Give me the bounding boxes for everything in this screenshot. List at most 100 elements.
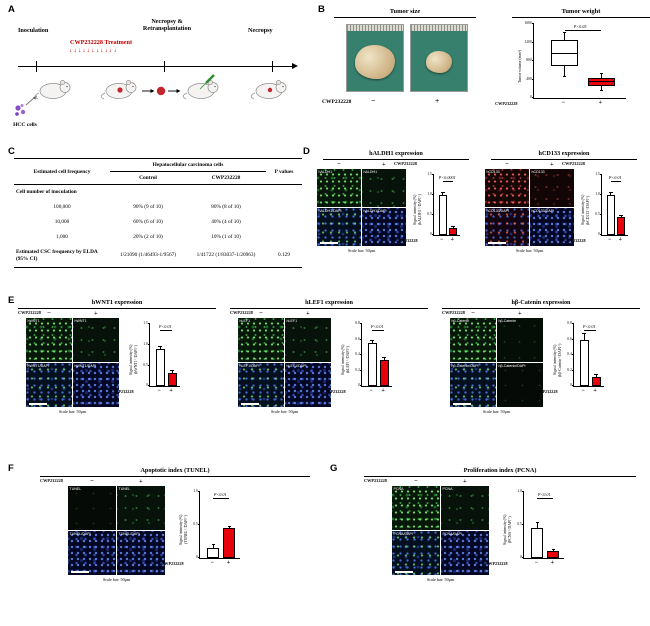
micro-tile: PCNA/DAPI (392, 531, 440, 575)
cwp-label: CWP232228 (364, 478, 387, 483)
significance-bracket (564, 30, 602, 31)
y-tick-label: 0.4 (355, 352, 360, 357)
minus-label: − (259, 310, 263, 317)
tunel-subpanel: Apoptotic index (TUNEL) CWP232228 − + TU… (40, 467, 310, 582)
significance-bracket (213, 498, 230, 499)
tile-label: hALDH1/DAPI (363, 209, 387, 213)
plot-area: 0 0.5 1.0 1.5 P<0.0001 (427, 173, 461, 236)
bar-treated (379, 360, 389, 386)
minus-label: − (371, 96, 376, 105)
wnt1-bar-chart: Signal intensity (%) (hWNT1⁺/DAPI⁺) 0 0.5 1.… (111, 321, 181, 399)
median-line (550, 53, 579, 55)
panel-label-g: G (330, 463, 338, 474)
x-category-label: − (157, 387, 161, 394)
panel-a-illustration (15, 74, 287, 116)
box-control (550, 40, 579, 66)
micro-tile: TUNEL (117, 486, 165, 530)
error-bar-cap (551, 549, 556, 551)
table-cell (266, 230, 302, 245)
y-tick-label: 1.5 (143, 321, 148, 326)
y-tick-label: 0 (529, 95, 532, 100)
x-category-label: − (369, 387, 373, 394)
cwp-label: CWP232228 (442, 310, 465, 315)
tile-label: hCD133/DAPI (486, 209, 510, 213)
aldh1-title: hALDH1 expression (323, 150, 469, 160)
y-tick (572, 369, 575, 371)
y-tick-label: 0.5 (595, 212, 600, 217)
error-bar-cap (594, 374, 598, 376)
cells-to-mouse-arrow (25, 95, 37, 106)
retransplantation-line1: Necropsy & (151, 18, 183, 25)
hcc-cells-icon (15, 104, 26, 116)
tile-label: hβ-Catenin (451, 319, 470, 323)
y-tick-label: 0 (145, 383, 148, 388)
micro-tile: hLEF1/DAPI (238, 363, 284, 407)
error-bar (229, 526, 230, 529)
plot-area: 0 0.5 1.0 P<0.01 (517, 490, 565, 559)
cwp-label: CWP232228 (230, 310, 253, 315)
tile-label: PCNA/DAPI (393, 532, 413, 536)
cd133-title: hCD133 expression (491, 150, 637, 160)
microscopy-grid: hLEF1 hLEF1 hLEF1/DAPI hLEF1/DAPI (238, 318, 331, 407)
mouse-icon (34, 79, 71, 100)
table-cell: Cell number of inoculation (16, 189, 77, 196)
scale-bar-text: Scale bar: 50μm (347, 247, 376, 253)
panel-label-d: D (303, 146, 310, 157)
y-tick-label: 1.0 (143, 341, 148, 346)
tumor-weight-boxplot: Tumor volume (mm³) 0 400 800 1200 1600 P<0.05−… (495, 22, 627, 111)
y-tick-label: 0.5 (143, 362, 148, 367)
plus-label: + (463, 478, 467, 485)
micro-tile: hALDH1 (317, 169, 361, 207)
y-tick-label: 0.2 (355, 367, 360, 372)
scale-bar (241, 402, 259, 405)
error-bar-cap (170, 370, 174, 372)
x-category-label: + (226, 559, 231, 566)
p-value-label: P<0.01 (537, 492, 551, 497)
p-value-label: P<0.0001 (438, 175, 456, 180)
error-bar (383, 358, 385, 361)
micro-tile: hWNT1/DAPI (73, 363, 119, 407)
y-tick (531, 23, 535, 24)
y-axis-label: Signal intensity (%) (hALDH1⁺/DAPI⁺) (413, 194, 423, 226)
y-axis-label: Signal intensity (%) (hβ-Catenin⁺/DAPI⁺) (553, 343, 563, 377)
error-bar-cap (619, 214, 624, 216)
aldh1-subpanel: hALDH1 expression − + CWP232228 hALDH1 h… (317, 150, 475, 253)
tumor-specimen (426, 50, 452, 73)
panel-label-c: C (8, 146, 15, 157)
minus-label: − (337, 161, 341, 168)
y-tick-label: 1.5 (427, 172, 432, 177)
arrow-icon (142, 89, 155, 93)
panel-e: E hWNT1 expression CWP232228 − + hWNT1 h… (6, 295, 648, 461)
bar-control (531, 528, 544, 558)
table-header-group: Hepatocellular carcinoma cells (110, 158, 266, 172)
table-cell: 90% (9 of 10) (133, 204, 163, 211)
significance-bracket (160, 330, 173, 331)
microscopy-grid: PCNA PCNA PCNA/DAPI PCNA/DAPI (392, 486, 489, 575)
table-cell: 100,000 (53, 204, 71, 211)
bcatenin-subpanel: hβ-Catenin expression CWP232228 − + hβ-C… (442, 299, 640, 414)
y-tick-label: 0 (357, 383, 360, 388)
y-tick (600, 174, 603, 175)
p-value-label: P<0.01 (608, 175, 622, 180)
p-value-label: P<0.01 (158, 324, 172, 329)
x-axis-title: CWP232228 (563, 238, 586, 243)
scale-bar-text: Scale bar: 50μm (58, 408, 87, 414)
y-tick (148, 385, 151, 386)
error-bar (159, 346, 161, 349)
table-cell: 1/41722 (1/83037-1/20963) (196, 252, 256, 259)
error-bar-cap (441, 192, 445, 193)
tile-label: hLEF1/DAPI (286, 364, 307, 368)
timeline-tick (272, 60, 274, 72)
minus-label: − (90, 478, 94, 485)
table-cell: 0.129 (278, 252, 290, 259)
panel-f: F Apoptotic index (TUNEL) CWP232228 − + … (6, 463, 320, 624)
error-bar-cap (227, 525, 232, 527)
y-tick-label: 1.0 (517, 489, 522, 494)
y-tick-label: 0.4 (567, 352, 572, 357)
x-category-label: + (450, 236, 454, 243)
cwp-label: CWP232228 (40, 478, 63, 483)
lef1-subpanel: hLEF1 expression CWP232228 − + hLEF1 hLE… (230, 299, 428, 414)
scale-bar-text: Scale bar: 50μm (426, 576, 455, 582)
table-row: Estimated CSC frequency by ELDA (95% CI)… (14, 245, 302, 267)
tile-label: hLEF1 (239, 319, 251, 323)
